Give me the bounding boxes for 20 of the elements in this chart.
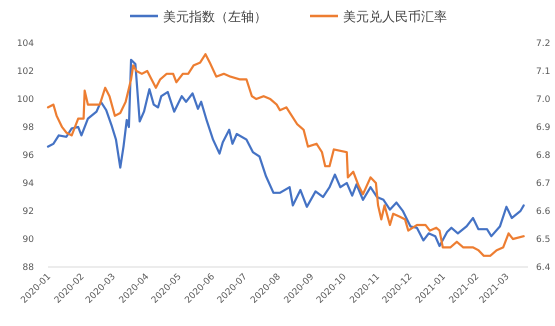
y2-tick-label: 7.2	[536, 39, 550, 49]
y2-tick-label: 6.6	[536, 207, 551, 217]
legend-label: 美元指数（左轴）	[163, 9, 267, 25]
y-tick-label: 92	[22, 207, 34, 217]
y-tick-label: 88	[22, 263, 34, 273]
y2-tick-label: 6.5	[536, 235, 550, 245]
y-tick-label: 94	[22, 179, 34, 189]
y2-tick-label: 7.1	[536, 67, 550, 77]
y-tick-label: 102	[16, 67, 34, 77]
y-tick-label: 96	[22, 151, 34, 161]
y-tick-label: 100	[16, 95, 34, 105]
y2-tick-label: 6.9	[536, 123, 551, 133]
y2-tick-label: 6.7	[536, 179, 550, 189]
y-tick-label: 90	[22, 235, 34, 245]
y2-tick-label: 6.4	[536, 263, 551, 273]
y-tick-label: 104	[16, 39, 34, 49]
y-tick-label: 98	[22, 123, 34, 133]
y2-tick-label: 7.0	[536, 95, 551, 105]
legend-label: 美元兑人民币汇率	[343, 9, 447, 25]
y2-tick-label: 6.8	[536, 151, 551, 161]
